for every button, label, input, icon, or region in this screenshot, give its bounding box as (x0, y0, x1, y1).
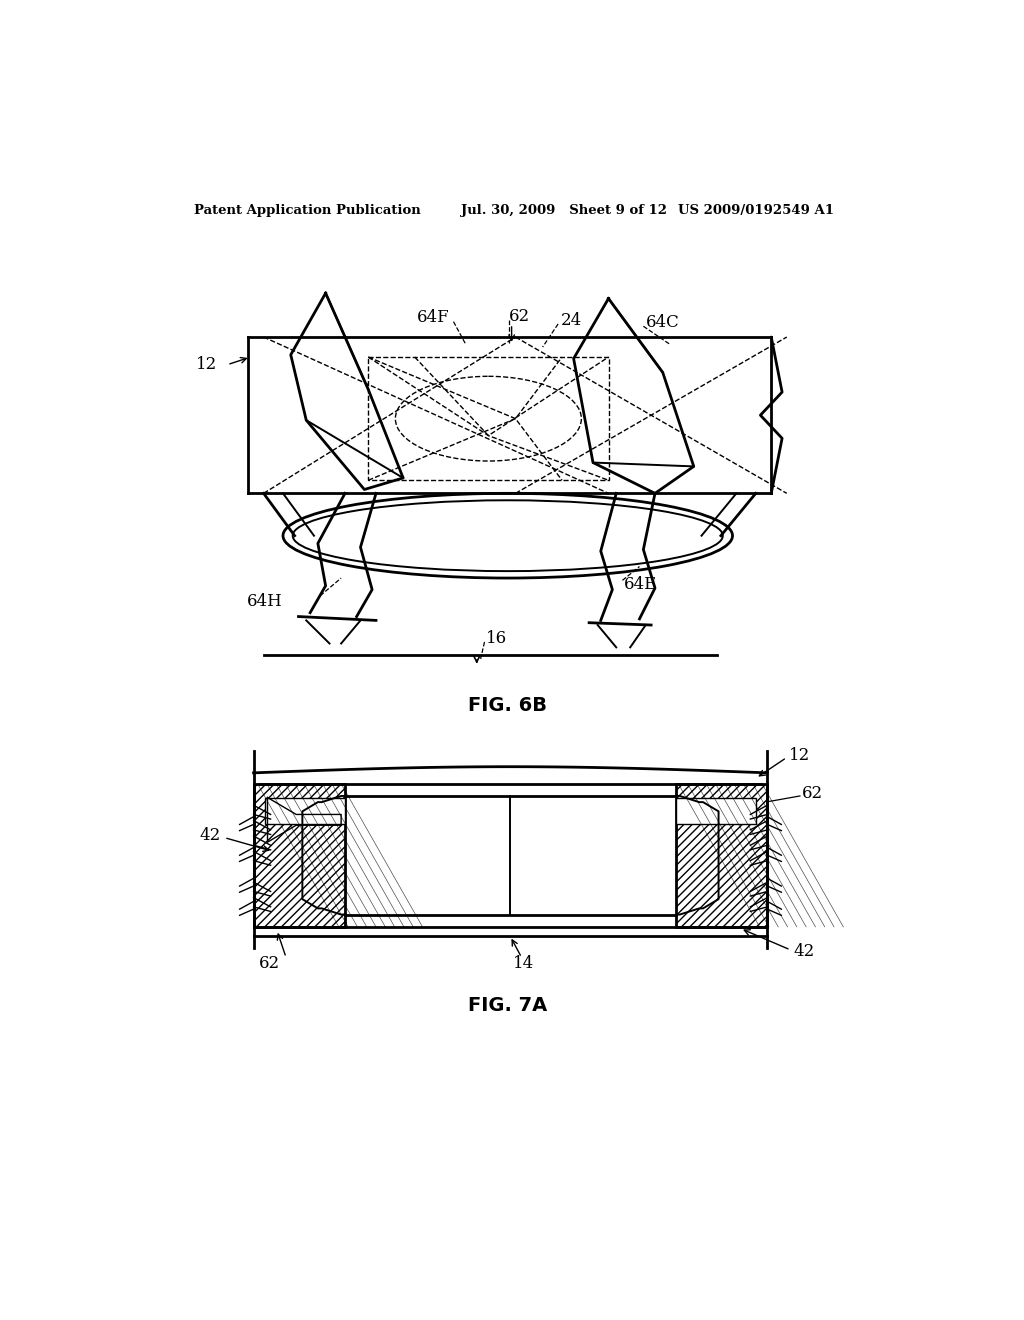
Text: 64E: 64E (624, 577, 657, 594)
Bar (265, 797, 345, 825)
Bar (254, 784, 345, 927)
Text: 16: 16 (486, 630, 507, 647)
Text: 62: 62 (802, 785, 823, 803)
Text: FIG. 6B: FIG. 6B (468, 696, 547, 714)
Text: Patent Application Publication: Patent Application Publication (194, 205, 421, 218)
Text: Jul. 30, 2009   Sheet 9 of 12: Jul. 30, 2009 Sheet 9 of 12 (461, 205, 668, 218)
Text: 64H: 64H (247, 593, 283, 610)
Text: 42: 42 (200, 828, 221, 845)
Text: 64C: 64C (646, 314, 680, 331)
Text: 24: 24 (560, 312, 582, 329)
Text: 62: 62 (258, 954, 280, 972)
Text: 14: 14 (513, 954, 535, 972)
Bar (676, 784, 767, 927)
Text: 64F: 64F (417, 309, 450, 326)
Text: 12: 12 (196, 356, 217, 374)
Text: US 2009/0192549 A1: US 2009/0192549 A1 (678, 205, 835, 218)
Bar (369, 358, 608, 480)
Text: 62: 62 (509, 308, 530, 325)
Text: 12: 12 (790, 747, 810, 764)
Text: 42: 42 (793, 942, 814, 960)
Bar (676, 797, 756, 825)
Text: FIG. 7A: FIG. 7A (468, 995, 548, 1015)
